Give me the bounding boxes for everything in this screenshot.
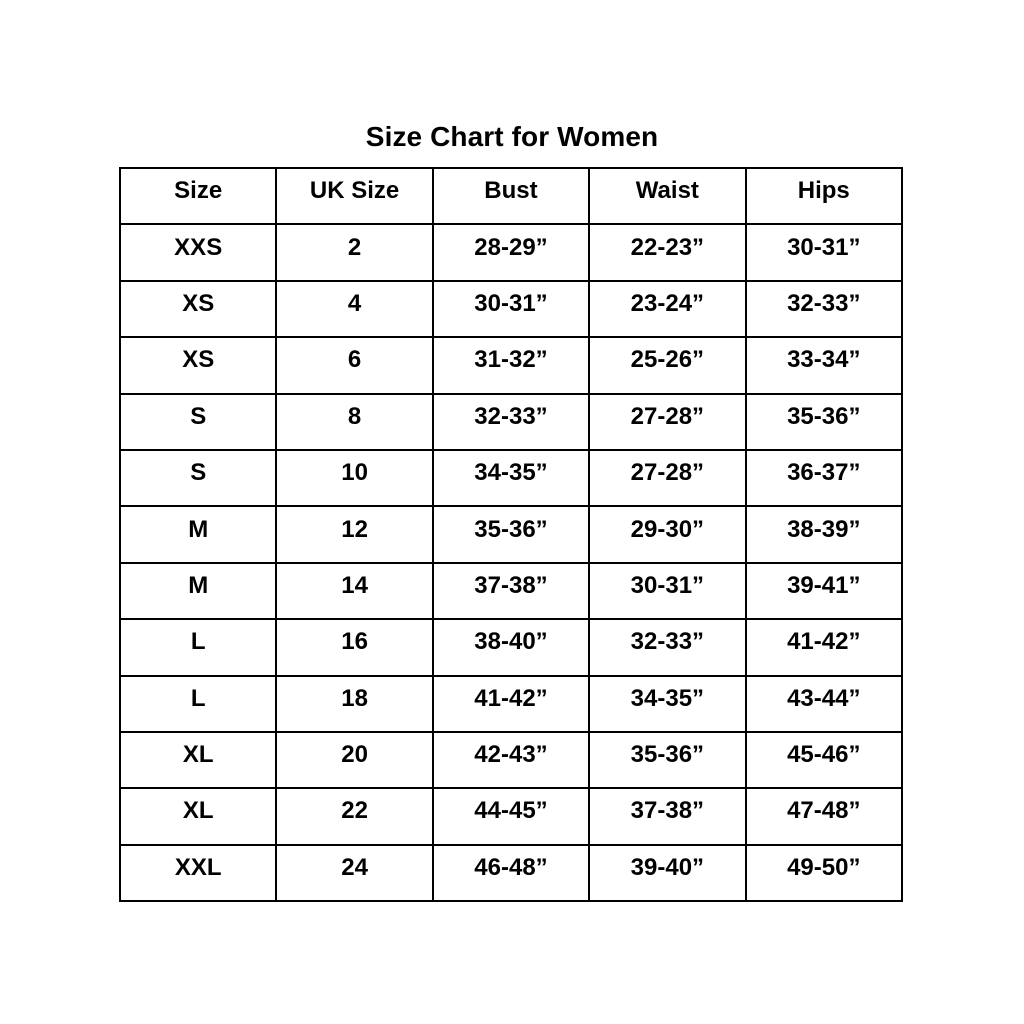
cell-waist: 32-33” [588, 618, 747, 677]
cell-uk-size: 2 [275, 223, 434, 282]
cell-hips: 36-37” [744, 448, 903, 508]
cell-uk-size: 20 [275, 730, 434, 790]
column-header-bust: Bust [431, 166, 591, 226]
cell-waist: 35-36” [588, 730, 747, 790]
cell-uk-size: 18 [275, 674, 434, 733]
cell-bust: 31-32” [431, 336, 591, 395]
table-row: XXL 24 46-48” 39-40” 49-50” [118, 843, 903, 903]
cell-uk-size: 4 [275, 279, 434, 339]
size-chart-table: Size UK Size Bust Waist Hips XXS 2 28-29… [118, 166, 903, 903]
cell-uk-size: 14 [275, 561, 434, 621]
cell-size: XS [118, 279, 278, 339]
table-header: Size UK Size Bust Waist Hips [118, 166, 903, 226]
cell-uk-size: 24 [275, 843, 434, 903]
table-row: M 14 37-38” 30-31” 39-41” [118, 561, 903, 621]
cell-waist: 29-30” [588, 505, 747, 564]
cell-hips: 38-39” [744, 505, 903, 564]
cell-size: XXS [118, 223, 278, 282]
table-row: M 12 35-36” 29-30” 38-39” [118, 505, 903, 564]
cell-size: L [118, 618, 278, 677]
cell-bust: 41-42” [431, 674, 591, 733]
table-body: XXS 2 28-29” 22-23” 30-31” XS 4 30-31” 2… [118, 223, 903, 903]
column-header-hips: Hips [744, 166, 903, 226]
cell-size: M [118, 561, 278, 621]
cell-waist: 22-23” [588, 223, 747, 282]
cell-bust: 30-31” [431, 279, 591, 339]
cell-size: XL [118, 730, 278, 790]
cell-bust: 34-35” [431, 448, 591, 508]
table-row: XL 22 44-45” 37-38” 47-48” [118, 787, 903, 846]
table-row: XS 4 30-31” 23-24” 32-33” [118, 279, 903, 339]
cell-hips: 39-41” [744, 561, 903, 621]
cell-uk-size: 6 [275, 336, 434, 395]
cell-size: S [118, 448, 278, 508]
cell-waist: 25-26” [588, 336, 747, 395]
cell-bust: 28-29” [431, 223, 591, 282]
table-row: S 10 34-35” 27-28” 36-37” [118, 448, 903, 508]
cell-uk-size: 16 [275, 618, 434, 677]
cell-size: M [118, 505, 278, 564]
cell-size: S [118, 392, 278, 451]
cell-hips: 49-50” [744, 843, 903, 903]
table-row: L 16 38-40” 32-33” 41-42” [118, 618, 903, 677]
column-header-size: Size [118, 166, 278, 226]
table-row: XL 20 42-43” 35-36” 45-46” [118, 730, 903, 790]
cell-uk-size: 8 [275, 392, 434, 451]
cell-waist: 27-28” [588, 448, 747, 508]
cell-waist: 34-35” [588, 674, 747, 733]
cell-hips: 45-46” [744, 730, 903, 790]
table-row: S 8 32-33” 27-28” 35-36” [118, 392, 903, 451]
cell-bust: 37-38” [431, 561, 591, 621]
cell-uk-size: 12 [275, 505, 434, 564]
cell-hips: 41-42” [744, 618, 903, 677]
table-row: XS 6 31-32” 25-26” 33-34” [118, 336, 903, 395]
cell-waist: 39-40” [588, 843, 747, 903]
cell-bust: 38-40” [431, 618, 591, 677]
column-header-waist: Waist [588, 166, 747, 226]
table-row: L 18 41-42” 34-35” 43-44” [118, 674, 903, 733]
cell-hips: 35-36” [744, 392, 903, 451]
cell-bust: 44-45” [431, 787, 591, 846]
size-chart-table-container: Size UK Size Bust Waist Hips XXS 2 28-29… [118, 166, 903, 903]
cell-hips: 47-48” [744, 787, 903, 846]
cell-hips: 32-33” [744, 279, 903, 339]
cell-size: XS [118, 336, 278, 395]
cell-size: XL [118, 787, 278, 846]
table-header-row: Size UK Size Bust Waist Hips [118, 166, 903, 226]
cell-waist: 27-28” [588, 392, 747, 451]
cell-waist: 30-31” [588, 561, 747, 621]
cell-bust: 46-48” [431, 843, 591, 903]
cell-hips: 43-44” [744, 674, 903, 733]
cell-hips: 33-34” [744, 336, 903, 395]
cell-uk-size: 10 [275, 448, 434, 508]
cell-waist: 37-38” [588, 787, 747, 846]
column-header-uk-size: UK Size [275, 166, 434, 226]
cell-hips: 30-31” [744, 223, 903, 282]
cell-bust: 35-36” [431, 505, 591, 564]
cell-waist: 23-24” [588, 279, 747, 339]
page-title: Size Chart for Women [365, 120, 659, 152]
cell-size: XXL [118, 843, 278, 903]
cell-size: L [118, 674, 278, 733]
table-row: XXS 2 28-29” 22-23” 30-31” [118, 223, 903, 282]
cell-bust: 32-33” [431, 392, 591, 451]
cell-uk-size: 22 [275, 787, 434, 846]
cell-bust: 42-43” [431, 730, 591, 790]
